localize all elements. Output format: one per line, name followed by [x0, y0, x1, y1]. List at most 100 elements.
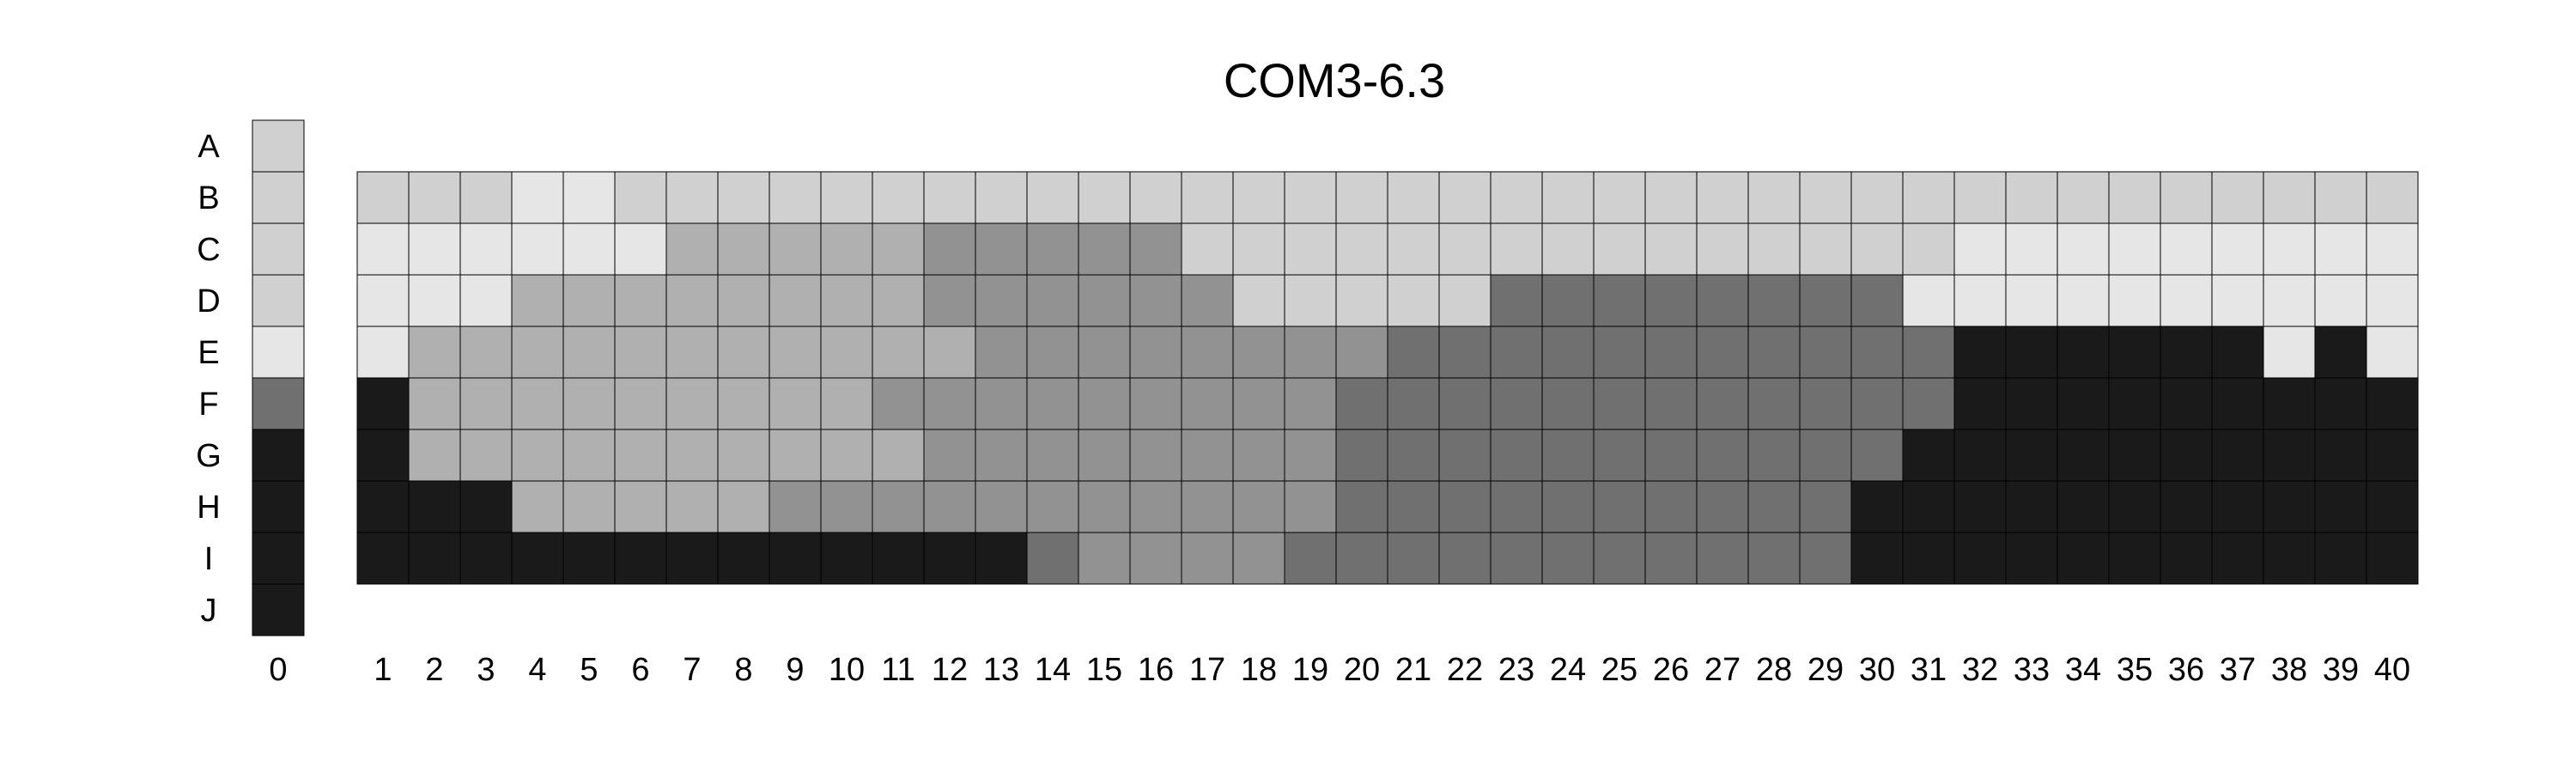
cell-g-17: [1181, 429, 1234, 482]
cell-c-21: [1387, 222, 1440, 276]
cell-f-33: [2005, 377, 2058, 430]
cell-g-23: [1490, 429, 1543, 482]
cell-e-27: [1696, 326, 1749, 379]
cell-b-11: [872, 171, 925, 224]
cell-b-33: [2005, 171, 2058, 224]
col-label-19: 19: [1292, 652, 1328, 688]
col-label-22: 22: [1447, 652, 1483, 688]
col-label-11: 11: [881, 652, 914, 688]
cell-f-20: [1335, 377, 1388, 430]
cell-f-5: [562, 377, 616, 430]
cell-i-14: [1026, 532, 1079, 585]
cell-h-40: [2366, 480, 2419, 533]
cell-d-16: [1129, 274, 1182, 327]
cell-h-1: [356, 480, 410, 533]
cell-c-33: [2005, 222, 2058, 276]
cell-h-19: [1284, 480, 1337, 533]
row-label-h: H: [197, 490, 220, 526]
cell-g-31: [1902, 429, 1955, 482]
cell-c-5: [562, 222, 616, 276]
cell-h-30: [1850, 480, 1904, 533]
cell-g-13: [975, 429, 1028, 482]
cell-f-2: [408, 377, 461, 430]
col-label-0: 0: [269, 652, 287, 688]
cell-f-24: [1541, 377, 1595, 430]
cell-g-7: [665, 429, 719, 482]
row-label-e: E: [197, 335, 219, 371]
col-label-26: 26: [1653, 652, 1689, 688]
cell-b-13: [975, 171, 1028, 224]
cell-g-1: [356, 429, 410, 482]
col-label-38: 38: [2271, 652, 2307, 688]
cell-g-4: [511, 429, 564, 482]
cell-h-4: [511, 480, 564, 533]
cell-e-22: [1438, 326, 1492, 379]
cell-c-30: [1850, 222, 1904, 276]
row-label-c: C: [197, 232, 220, 268]
cell-d-11: [872, 274, 925, 327]
cell-f-27: [1696, 377, 1749, 430]
cell-b-20: [1335, 171, 1388, 224]
cell-e-38: [2263, 326, 2316, 379]
cell-c-3: [459, 222, 513, 276]
cell-g-33: [2005, 429, 2058, 482]
cell-b-10: [820, 171, 873, 224]
cell-g-2: [408, 429, 461, 482]
cell-c-14: [1026, 222, 1079, 276]
col-label-15: 15: [1086, 652, 1122, 688]
col-label-8: 8: [734, 652, 752, 688]
cell-f-3: [459, 377, 513, 430]
cell-c-29: [1799, 222, 1852, 276]
cell-i-9: [769, 532, 822, 585]
cell-h-29: [1799, 480, 1852, 533]
cell-h-31: [1902, 480, 1955, 533]
chart-title: COM3-6.3: [1224, 53, 1445, 107]
cell-c-16: [1129, 222, 1182, 276]
cell-b-22: [1438, 171, 1492, 224]
cell-b-21: [1387, 171, 1440, 224]
cell-h-7: [665, 480, 719, 533]
cell-c-13: [975, 222, 1028, 276]
cell-f-14: [1026, 377, 1079, 430]
cell-i-37: [2211, 532, 2264, 585]
cell-f-12: [923, 377, 976, 430]
cell-h-38: [2263, 480, 2316, 533]
cell-e-14: [1026, 326, 1079, 379]
cell-e-4: [511, 326, 564, 379]
cell-f-26: [1644, 377, 1698, 430]
cell-e-34: [2057, 326, 2110, 379]
cell-d-29: [1799, 274, 1852, 327]
cell-c-25: [1593, 222, 1646, 276]
cell-f-8: [717, 377, 770, 430]
cell-i-23: [1490, 532, 1543, 585]
cell-h-25: [1593, 480, 1646, 533]
cell-b-39: [2314, 171, 2367, 224]
cell-d-20: [1335, 274, 1388, 327]
cell-f-32: [1953, 377, 2007, 430]
cell-b-12: [923, 171, 976, 224]
cell-f-36: [2160, 377, 2213, 430]
cell-d-1: [356, 274, 410, 327]
cell-d-22: [1438, 274, 1492, 327]
cell-c-1: [356, 222, 410, 276]
cell-c-4: [511, 222, 564, 276]
cell-g-18: [1232, 429, 1285, 482]
cell-d-4: [511, 274, 564, 327]
col-label-20: 20: [1344, 652, 1380, 688]
cell-g-11: [872, 429, 925, 482]
col-label-25: 25: [1601, 652, 1637, 688]
row-label-f: F: [198, 386, 218, 423]
col-label-14: 14: [1035, 652, 1071, 688]
row-label-j: J: [201, 593, 217, 629]
col-label-10: 10: [829, 652, 865, 688]
cell-d-15: [1078, 274, 1131, 327]
cell-i-13: [975, 532, 1028, 585]
col-label-3: 3: [477, 652, 495, 688]
cell-c-18: [1232, 222, 1285, 276]
cell-e-31: [1902, 326, 1955, 379]
cell-i-38: [2263, 532, 2316, 585]
cell-h-8: [717, 480, 770, 533]
cell-h-22: [1438, 480, 1492, 533]
ref-cell-h: [252, 480, 305, 533]
cell-h-33: [2005, 480, 2058, 533]
